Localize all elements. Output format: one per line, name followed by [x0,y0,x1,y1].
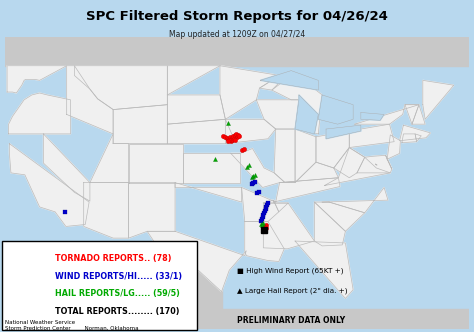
Polygon shape [423,80,454,119]
Polygon shape [295,129,316,183]
Polygon shape [319,95,353,124]
Polygon shape [295,241,353,298]
Polygon shape [349,124,394,147]
Polygon shape [400,125,430,141]
Polygon shape [316,131,349,168]
Polygon shape [405,105,419,124]
Polygon shape [264,200,288,212]
Polygon shape [128,183,175,238]
Polygon shape [74,66,167,110]
Polygon shape [220,66,280,119]
Text: NOAA: NOAA [15,273,39,282]
Polygon shape [314,202,346,246]
Text: National Weather Service
Storm Prediction Center        Norman, Oklahoma: National Weather Service Storm Predictio… [5,319,138,330]
Polygon shape [128,144,183,183]
Text: HAIL REPORTS/LG..... (59/5): HAIL REPORTS/LG..... (59/5) [55,289,179,298]
Polygon shape [9,265,46,321]
Text: PRELIMINARY DATA ONLY: PRELIMINARY DATA ONLY [237,316,345,325]
Polygon shape [412,105,425,124]
Polygon shape [245,221,284,262]
Text: ■ High Wind Report (65KT +): ■ High Wind Report (65KT +) [237,267,344,274]
Polygon shape [13,277,41,301]
Polygon shape [9,93,71,134]
Polygon shape [334,147,365,178]
Polygon shape [260,71,319,90]
Polygon shape [7,66,67,93]
Polygon shape [67,261,221,329]
Text: TORNADO REPORTS.. (78): TORNADO REPORTS.. (78) [55,254,171,263]
Polygon shape [314,202,365,231]
Polygon shape [84,183,128,238]
Polygon shape [295,95,319,134]
Polygon shape [355,105,419,124]
Polygon shape [242,188,279,221]
Polygon shape [259,75,291,90]
Text: ▲ Large Hail Report (2" dia. +): ▲ Large Hail Report (2" dia. +) [237,287,347,294]
Polygon shape [272,71,322,134]
Polygon shape [231,148,285,188]
Polygon shape [67,66,113,134]
Polygon shape [167,119,235,144]
Polygon shape [415,134,421,142]
Polygon shape [226,119,276,144]
Polygon shape [44,134,90,201]
Polygon shape [264,203,314,249]
Polygon shape [113,105,167,144]
Polygon shape [90,134,128,183]
Text: WIND REPORTS/HI..... (33/1): WIND REPORTS/HI..... (33/1) [55,272,182,281]
Polygon shape [147,231,246,292]
Polygon shape [273,178,340,202]
Text: Map updated at 1209Z on 04/27/24: Map updated at 1209Z on 04/27/24 [169,30,305,39]
Polygon shape [5,0,469,66]
Polygon shape [183,153,240,183]
Polygon shape [274,129,295,183]
Polygon shape [387,135,401,159]
Polygon shape [322,188,388,213]
Polygon shape [325,147,390,186]
Polygon shape [167,95,226,124]
Polygon shape [386,155,392,169]
Polygon shape [5,309,469,329]
Polygon shape [375,164,377,165]
Polygon shape [167,66,220,95]
Polygon shape [256,100,299,129]
Polygon shape [9,144,89,226]
Polygon shape [175,183,242,202]
Polygon shape [7,262,47,324]
Polygon shape [402,134,417,143]
Polygon shape [326,125,361,139]
Text: SPC Filtered Storm Reports for 04/26/24: SPC Filtered Storm Reports for 04/26/24 [86,10,388,23]
Text: TOTAL REPORTS........ (170): TOTAL REPORTS........ (170) [55,307,179,316]
Polygon shape [361,113,384,120]
Polygon shape [357,155,392,173]
Polygon shape [280,162,338,183]
